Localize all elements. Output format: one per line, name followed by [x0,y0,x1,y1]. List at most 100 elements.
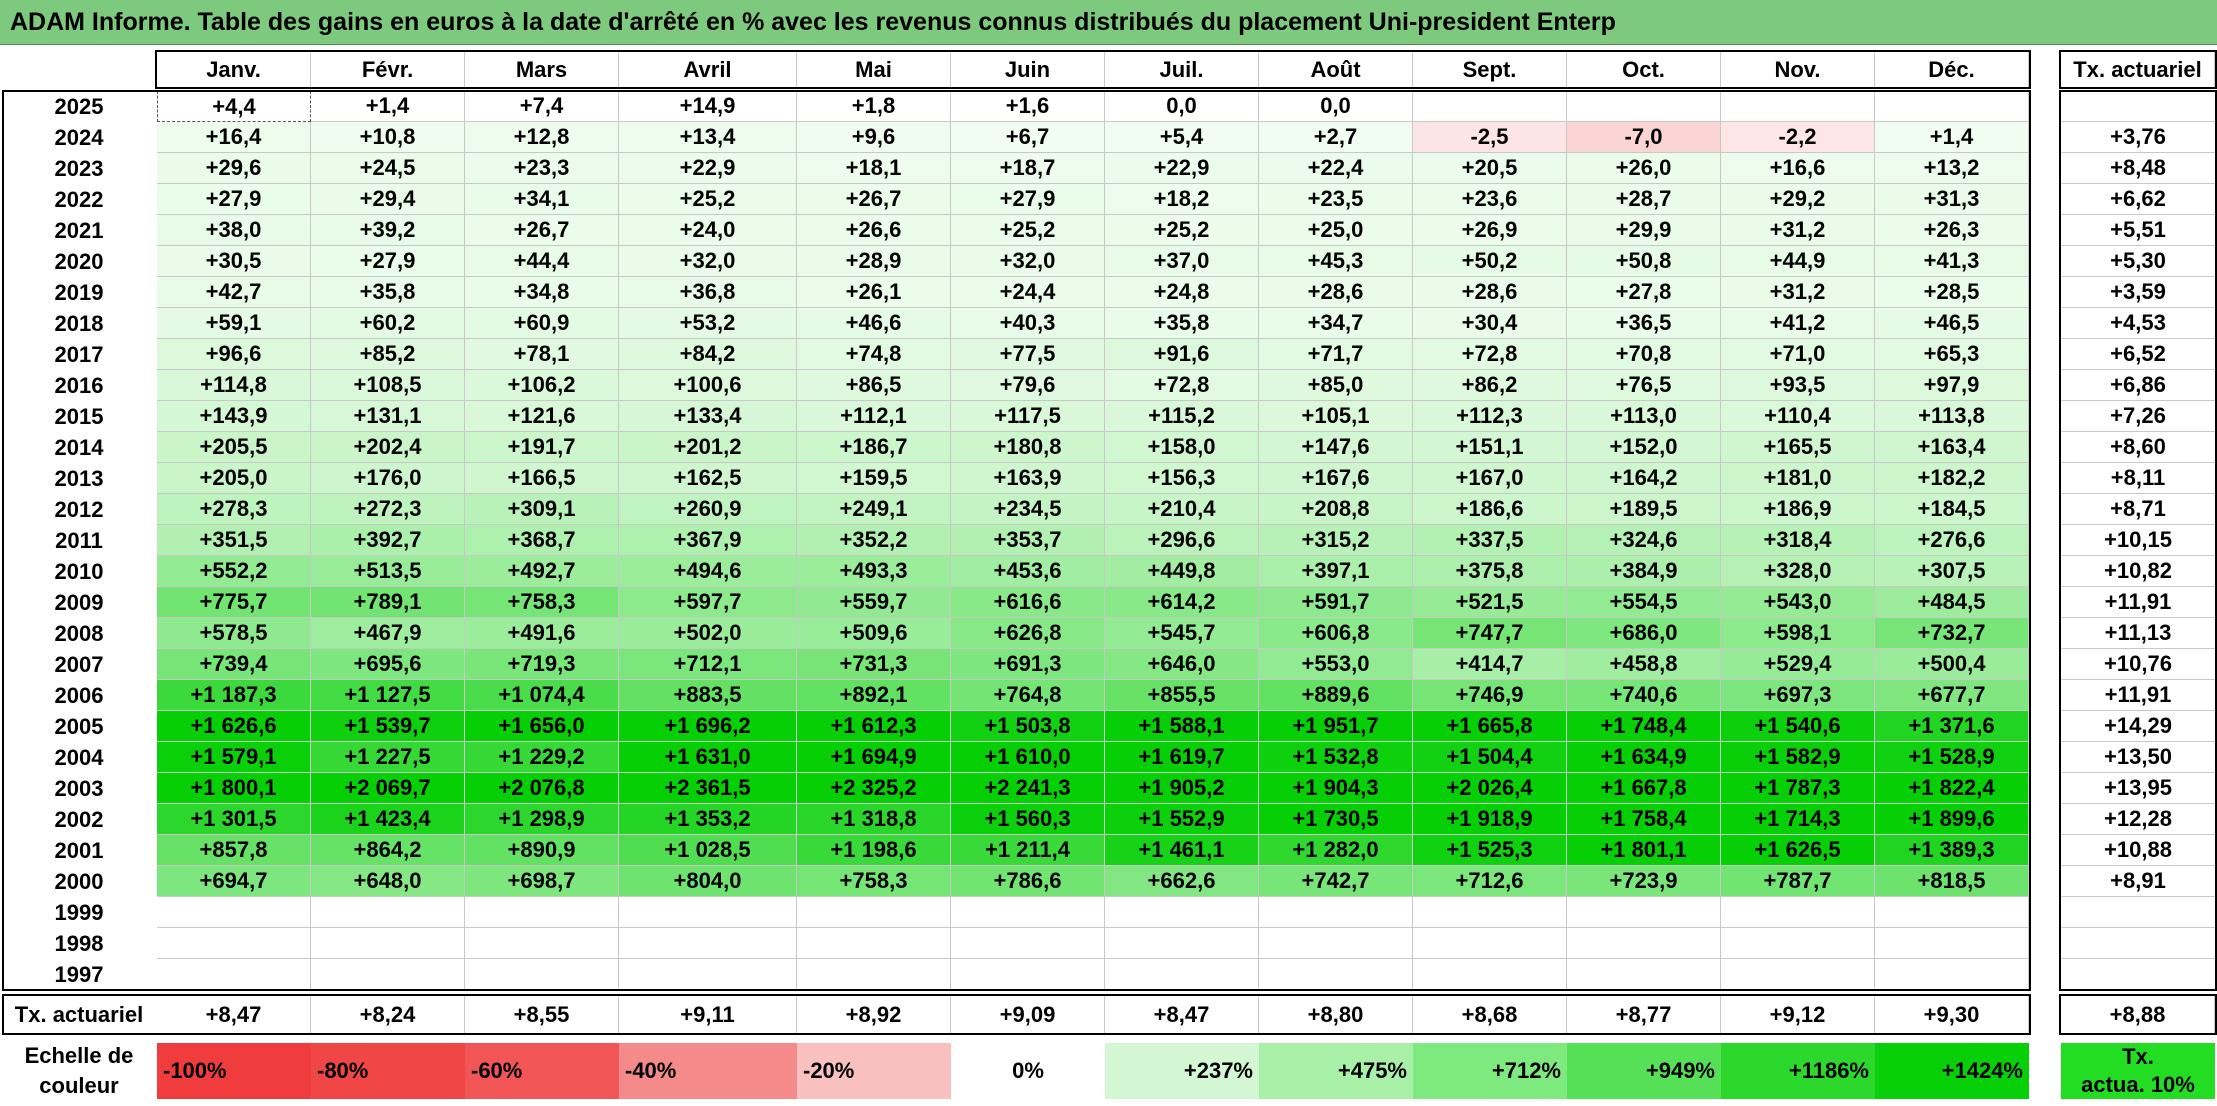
table-cell: +22,4 [1259,153,1413,184]
table-cell: +804,0 [619,866,797,897]
table-cell: +375,8 [1413,556,1567,587]
legend-rate-line: Tx. [2122,1044,2154,1069]
table-cell: +29,6 [157,153,311,184]
table-cell: +186,9 [1721,494,1875,525]
table-cell [1567,91,1721,122]
table-cell: +1 318,8 [797,804,951,835]
rate-cell [2061,959,2215,990]
table-cell: +2 026,4 [1413,773,1567,804]
table-cell: +1 696,2 [619,711,797,742]
table-cell: +864,2 [311,835,465,866]
table-cell: +545,7 [1105,618,1259,649]
table-cell: +166,5 [465,463,619,494]
table-cell: +201,2 [619,432,797,463]
table-cell: +732,7 [1875,618,2029,649]
table-cell: +296,6 [1105,525,1259,556]
table-cell: +76,5 [1567,370,1721,401]
legend-swatch: +475% [1259,1043,1413,1099]
table-cell: +529,4 [1721,649,1875,680]
row-year-label: 2021 [54,217,104,243]
table-cell [1721,928,1875,959]
table-cell: +1 918,9 [1413,804,1567,835]
table-cell: +1 905,2 [1105,773,1259,804]
rate-cell: +8,91 [2061,866,2215,897]
table-cell: +34,1 [465,184,619,215]
table-cell [1413,91,1567,122]
table-cell: -7,0 [1567,122,1721,153]
table-cell: +491,6 [465,618,619,649]
table-cell: +1 714,3 [1721,804,1875,835]
table-cell: +27,8 [1567,277,1721,308]
table-cell: +44,9 [1721,246,1875,277]
table-cell: +85,2 [311,339,465,370]
column-header: Juil. [1105,52,1259,89]
table-cell [1105,897,1259,928]
table-cell: +45,3 [1259,246,1413,277]
table-cell: +36,8 [619,277,797,308]
table-cell: +26,6 [797,215,951,246]
table-cell: +1 371,6 [1875,711,2029,742]
table-cell: +1 227,5 [311,742,465,773]
table-cell: +1 532,8 [1259,742,1413,773]
table-cell: +20,5 [1413,153,1567,184]
rate-cell: +3,59 [2061,277,2215,308]
rate-cell: +3,76 [2061,122,2215,153]
table-cell: +614,2 [1105,587,1259,618]
table-cell: +71,0 [1721,339,1875,370]
table-cell: +543,0 [1721,587,1875,618]
table-cell: +351,5 [157,525,311,556]
table-cell: +50,8 [1567,246,1721,277]
table-cell: +133,4 [619,401,797,432]
page-title: ADAM Informe. Table des gains en euros à… [10,8,1616,36]
table-cell: +1 461,1 [1105,835,1259,866]
table-cell: +758,3 [797,866,951,897]
table-cell: +41,2 [1721,308,1875,339]
table-cell [1567,897,1721,928]
table-cell: +509,6 [797,618,951,649]
table-cell: +1 619,7 [1105,742,1259,773]
table-cell: +307,5 [1875,556,2029,587]
table-cell: +189,5 [1567,494,1721,525]
table-cell: +892,1 [797,680,951,711]
table-cell: +1 665,8 [1413,711,1567,742]
table-cell: +315,2 [1259,525,1413,556]
table-cell: +152,0 [1567,432,1721,463]
table-cell: +1 801,1 [1567,835,1721,866]
table-cell: +181,0 [1721,463,1875,494]
table-cell: +467,9 [311,618,465,649]
table-cell: +77,5 [951,339,1105,370]
row-year-label: 2013 [54,465,104,491]
legend-label-line: Echelle de [24,1043,134,1068]
table-cell: +12,8 [465,122,619,153]
table-cell: +38,0 [157,215,311,246]
table-cell: +397,1 [1259,556,1413,587]
table-cell [1259,928,1413,959]
table-cell: +18,2 [1105,184,1259,215]
table-cell: +163,4 [1875,432,2029,463]
table-cell: +695,6 [311,649,465,680]
table-cell [1413,897,1567,928]
table-cell [797,897,951,928]
rate-cell: +13,95 [2061,773,2215,804]
table-cell: +6,7 [951,122,1105,153]
column-header: Janv. [157,52,311,89]
table-cell: +24,5 [311,153,465,184]
table-cell: +712,6 [1413,866,1567,897]
row-year-label: 1999 [54,899,104,925]
row-year-label: 2010 [54,558,104,584]
table-cell: +453,6 [951,556,1105,587]
table-cell: +367,9 [619,525,797,556]
table-cell: +1 610,0 [951,742,1105,773]
table-cell: +1 787,3 [1721,773,1875,804]
table-cell: +28,6 [1259,277,1413,308]
row-year-label: 2000 [54,868,104,894]
table-cell: +1 634,9 [1567,742,1721,773]
row-year-label: 2012 [54,496,104,522]
table-cell: +13,4 [619,122,797,153]
table-cell: +1,4 [1875,122,2029,153]
table-cell: +414,7 [1413,649,1567,680]
table-cell: +28,5 [1875,277,2029,308]
table-cell: +26,7 [465,215,619,246]
table-cell: -2,2 [1721,122,1875,153]
table-cell: +25,2 [619,184,797,215]
